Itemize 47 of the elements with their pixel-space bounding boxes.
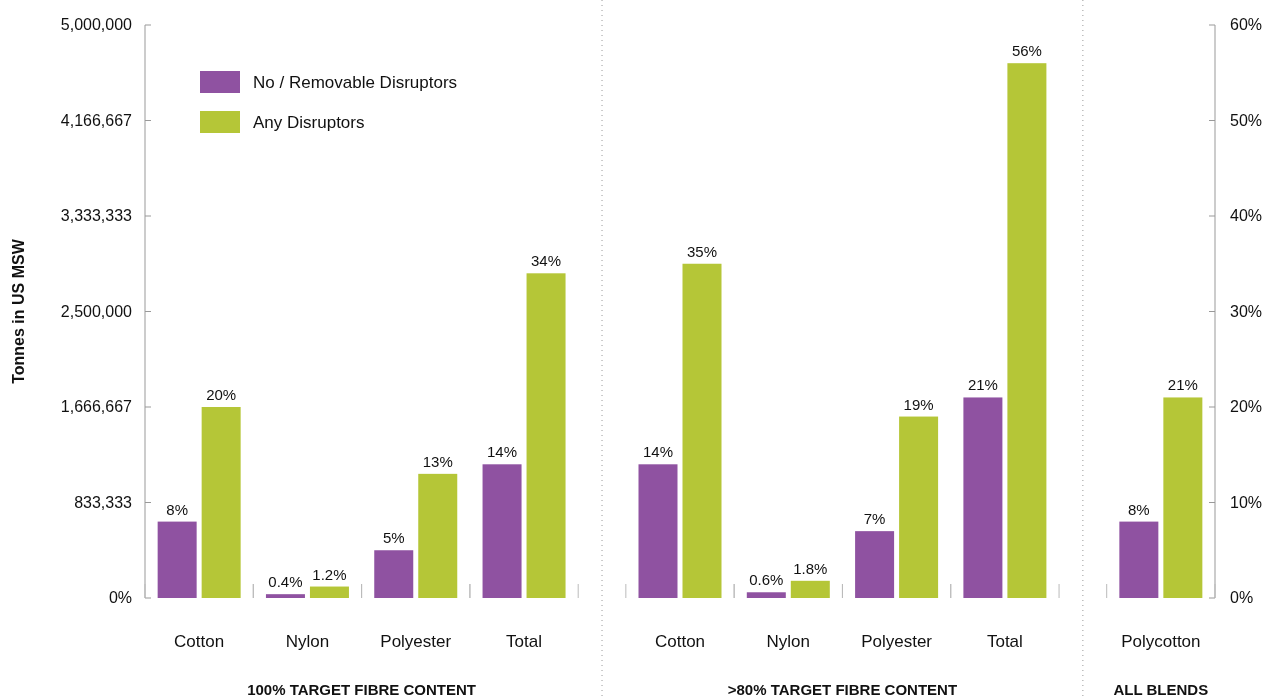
- data-label: 35%: [686, 242, 718, 260]
- y2-tick-label: 0%: [1230, 589, 1254, 606]
- legend-label: No / Removable Disruptors: [253, 73, 458, 92]
- y2-tick-label: 60%: [1230, 16, 1263, 33]
- x-tick-label: Nylon: [766, 632, 811, 651]
- data-label: 34%: [531, 252, 562, 270]
- data-label: 1.8%: [793, 559, 828, 577]
- y2-tick-label: 20%: [1230, 398, 1263, 415]
- y2-tick-label: 10%: [1230, 493, 1263, 511]
- data-label: 0.4%: [268, 573, 303, 591]
- data-label: 14%: [487, 443, 518, 461]
- x-tick-label: Polycotton: [1121, 632, 1201, 651]
- x-tick-label: Cotton: [174, 632, 225, 651]
- x-tick-label: Nylon: [285, 632, 330, 651]
- y2-tick-label: 40%: [1230, 207, 1263, 224]
- data-label: 14%: [642, 443, 674, 461]
- y-tick-label: 5,000,000: [60, 16, 133, 33]
- y-tick-label: 833,333: [74, 493, 133, 511]
- data-label: 13%: [422, 452, 453, 470]
- y-axis-title: Tonnes in US MSW: [10, 238, 27, 384]
- data-label: 8%: [1128, 500, 1150, 518]
- data-label: 56%: [1011, 42, 1042, 60]
- text: ALL BLENDS: [1113, 681, 1209, 698]
- data-label: 0.6%: [749, 571, 784, 589]
- data-label: 21%: [1167, 376, 1198, 394]
- data-label: 19%: [903, 395, 934, 413]
- y-tick-label: 3,333,333: [60, 207, 133, 224]
- y-tick-label: 0%: [108, 589, 132, 606]
- y-tick-label: 2,500,000: [60, 302, 133, 320]
- y2-tick-label: 50%: [1230, 111, 1263, 129]
- y-tick-label: 1,666,667: [60, 398, 133, 415]
- text: >80% TARGET FIBRE CONTENT: [727, 681, 958, 698]
- x-tick-label: Cotton: [654, 632, 706, 651]
- data-label: 21%: [967, 376, 998, 394]
- x-tick-label: Total: [506, 632, 543, 651]
- y2-tick-label: 30%: [1230, 302, 1263, 320]
- data-label: 5%: [382, 529, 405, 547]
- data-label: 8%: [166, 500, 188, 518]
- y-tick-label: 4,166,667: [60, 111, 133, 129]
- x-tick-label: Polyester: [861, 632, 933, 651]
- data-label: 7%: [863, 510, 886, 528]
- x-tick-label: Total: [986, 632, 1023, 651]
- legend-label: Any Disruptors: [253, 113, 365, 132]
- x-tick-label: Polyester: [380, 632, 452, 651]
- text: 100% TARGET FIBRE CONTENT: [247, 681, 477, 698]
- data-label: 20%: [206, 386, 237, 403]
- data-label: 1.2%: [312, 565, 347, 583]
